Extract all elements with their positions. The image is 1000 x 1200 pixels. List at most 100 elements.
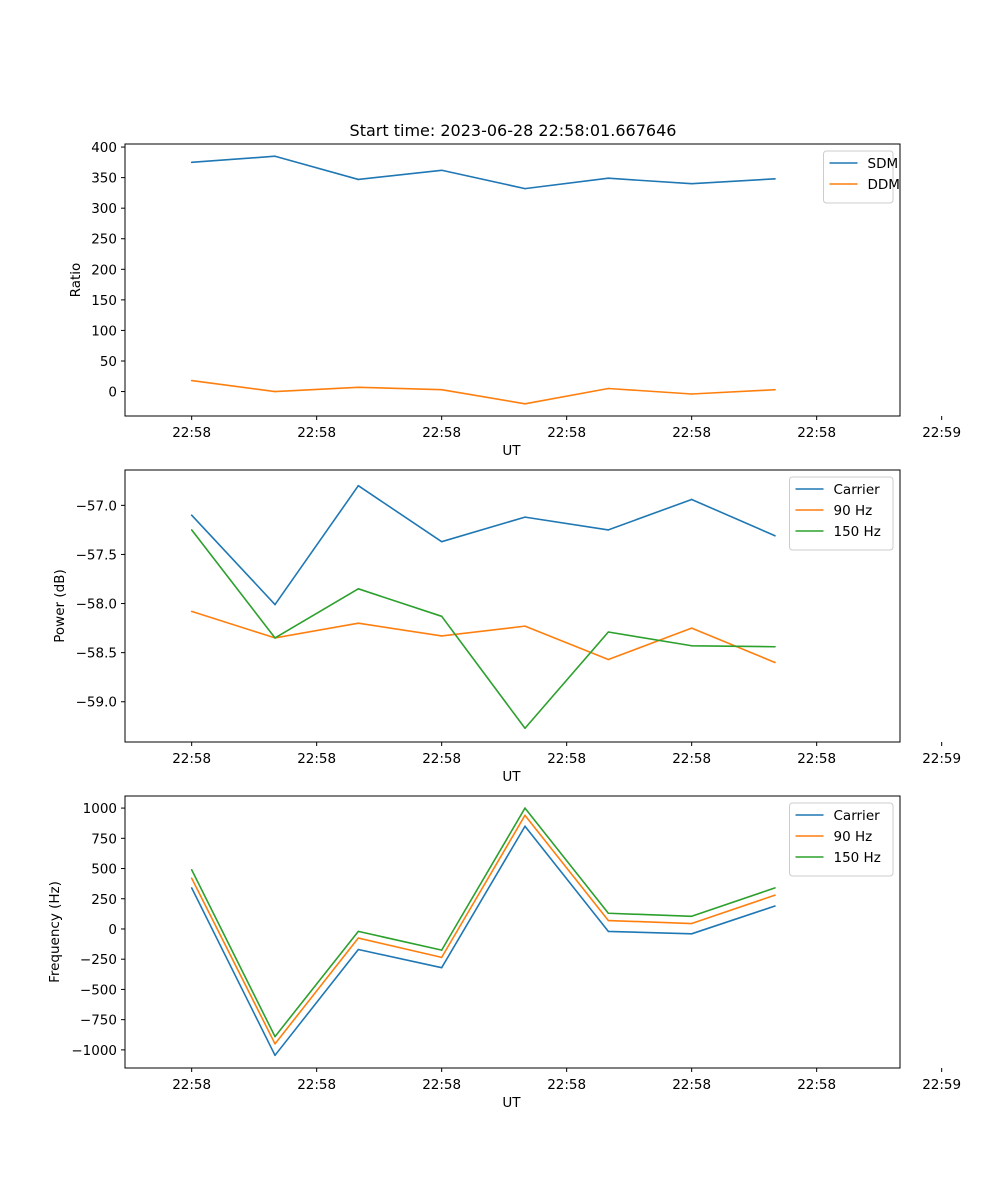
y-tick-label: 250	[91, 892, 117, 908]
series-line	[191, 155, 776, 190]
data-point	[774, 887, 776, 889]
data-point	[774, 534, 776, 537]
data-point	[440, 635, 443, 637]
data-point	[357, 484, 360, 487]
data-point	[607, 912, 610, 915]
ratio-panel: 22:58 22:58 22:58 22:58 22:58 22:58 22:59 0 50 10…	[68, 140, 961, 459]
y-tick-label: 300	[91, 201, 117, 217]
data-point	[274, 390, 276, 393]
y-tick-label: 0	[108, 922, 117, 938]
y-tick-label: 500	[91, 862, 117, 878]
data-point	[274, 637, 276, 639]
data-point	[440, 169, 443, 172]
series-line	[190, 814, 776, 1045]
y-tick-label: −58.5	[76, 646, 117, 662]
x-tick-label: 22:59	[922, 425, 961, 441]
data-point	[274, 1035, 276, 1038]
data-point	[357, 937, 360, 939]
y-axis-label: Power (dB)	[52, 569, 68, 642]
y-tick-label: 250	[91, 232, 117, 248]
series-line	[191, 529, 776, 730]
x-tick-label: 22:58	[547, 1077, 586, 1093]
data-point	[357, 948, 360, 951]
y-tick-label: 100	[91, 323, 117, 339]
data-point	[524, 402, 526, 405]
data-point	[440, 966, 443, 969]
frequency-panel: 22:58 22:58 22:58 22:58 22:58 22:58 22:59 −1000…	[47, 795, 961, 1111]
legend-label: 150 Hz	[834, 850, 881, 866]
data-point	[190, 887, 193, 889]
data-point	[440, 540, 443, 543]
legend: SDM DDM	[823, 150, 900, 204]
data-point	[357, 386, 360, 389]
series-line	[191, 379, 776, 405]
x-tick-label: 22:58	[297, 425, 336, 441]
x-tick-label: 22:58	[172, 751, 211, 767]
data-point	[190, 379, 193, 382]
data-point	[774, 645, 776, 648]
y-tick-label: 0	[108, 385, 117, 401]
data-point	[774, 388, 776, 391]
data-point	[774, 905, 776, 907]
y-axis-label: Ratio	[68, 263, 84, 298]
data-point	[357, 930, 360, 933]
data-point	[607, 529, 610, 531]
data-point	[274, 603, 276, 606]
data-point	[440, 949, 443, 951]
x-axis-label: UT	[502, 443, 521, 459]
data-point	[274, 1054, 276, 1057]
x-tick-label: 22:58	[422, 1077, 461, 1093]
series-line	[190, 825, 776, 1057]
data-point	[690, 933, 693, 935]
legend: Carrier 90 Hz 150 Hz	[789, 802, 894, 877]
data-point	[440, 388, 443, 391]
x-tick-label: 22:59	[922, 751, 961, 767]
data-point	[607, 631, 610, 633]
x-tick-label: 22:58	[297, 751, 336, 767]
x-tick-label: 22:58	[672, 425, 711, 441]
y-tick-label: −250	[80, 952, 117, 968]
data-point	[524, 625, 526, 627]
y-tick-label: −58.0	[76, 597, 117, 613]
y-tick-label: −500	[80, 982, 117, 998]
x-tick-label: 22:58	[297, 1077, 336, 1093]
legend-label: DDM	[868, 177, 900, 193]
x-tick-label: 22:58	[797, 751, 836, 767]
legend-label: Carrier	[834, 482, 881, 498]
legend: Carrier 90 Hz 150 Hz	[789, 476, 894, 551]
y-tick-label: 50	[100, 354, 117, 370]
y-tick-label: 150	[91, 293, 117, 309]
data-point	[190, 514, 193, 516]
x-tick-label: 22:58	[672, 751, 711, 767]
y-tick-label: 350	[91, 171, 117, 187]
data-point	[774, 661, 776, 664]
data-point	[190, 868, 193, 871]
x-tick-label: 22:58	[422, 425, 461, 441]
x-tick-label: 22:58	[172, 425, 211, 441]
y-tick-label: −57.0	[76, 498, 117, 514]
y-tick-label: 1000	[83, 801, 117, 817]
data-point	[690, 922, 693, 925]
legend-label: SDM	[868, 156, 899, 172]
x-tick-label: 22:59	[922, 1077, 961, 1093]
data-point	[524, 516, 526, 518]
data-point	[690, 498, 693, 501]
series-line	[191, 484, 776, 606]
series-line	[190, 807, 776, 1038]
data-point	[524, 814, 526, 817]
legend-label: 90 Hz	[834, 829, 873, 845]
data-point	[440, 956, 443, 959]
data-point	[607, 387, 610, 390]
x-tick-label: 22:58	[797, 425, 836, 441]
plot-frame	[124, 795, 901, 1069]
y-tick-label: −750	[80, 1013, 117, 1029]
legend-box	[823, 150, 894, 204]
y-tick-label: −1000	[71, 1043, 117, 1059]
x-tick-label: 22:58	[672, 1077, 711, 1093]
x-tick-label: 22:58	[422, 751, 461, 767]
data-point	[607, 658, 610, 661]
data-point	[690, 915, 693, 918]
data-point	[774, 178, 776, 180]
data-point	[690, 644, 693, 647]
